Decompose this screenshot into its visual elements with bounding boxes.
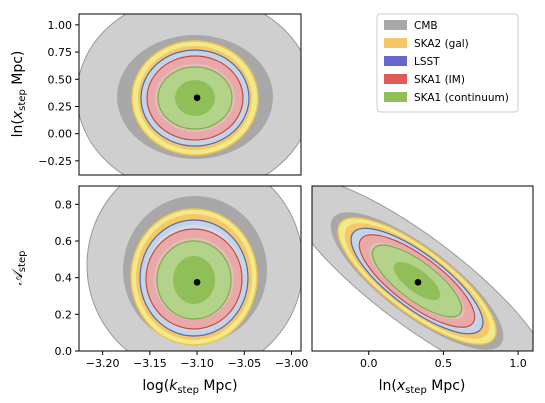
y-tick-label: 0.50 <box>48 73 73 86</box>
fiducial-point-bottom-right <box>414 278 422 286</box>
y-axis-label-top-left: ln(xstep Mpc) <box>10 51 28 138</box>
y-tick-label: 0.2 <box>55 308 73 321</box>
y-axis-ticks-bottom-left: 0.0 0.2 0.4 0.6 0.8 <box>55 198 79 358</box>
panel-bottom-right: 0.0 0.5 1.0 ln(xstep Mpc) <box>311 185 534 396</box>
y-axis-label-bottom-left: 𝒜step <box>10 251 28 286</box>
legend-swatch <box>384 74 407 84</box>
fiducial-point-top-left <box>193 94 201 102</box>
legend-swatch <box>384 38 407 48</box>
x-tick-label: −3.00 <box>275 357 309 370</box>
axes-frame-top-left <box>78 13 302 176</box>
legend-label: SKA1 (continuum) <box>414 92 509 104</box>
y-tick-label: 1.00 <box>48 19 73 32</box>
x-tick-label: −3.20 <box>86 357 120 370</box>
ska1-cont-inner <box>173 256 215 304</box>
y-tick-label: 0.4 <box>55 272 73 285</box>
axes-frame-bottom-left <box>78 185 302 352</box>
x-tick-label: −3.05 <box>227 357 261 370</box>
contours-bottom-left <box>86 186 301 351</box>
legend: CMB SKA2 (gal) LSST SKA1 (IM) SKA1 (continuu… <box>376 13 519 113</box>
legend-swatch <box>384 92 407 102</box>
legend-box <box>376 13 519 113</box>
y-tick-label: 0.25 <box>48 100 73 113</box>
x-tick-label: 1.0 <box>509 357 527 370</box>
panel-top-left: −0.25 0.00 0.25 0.50 0.75 1.00 ln(xstep Mpc) <box>10 13 302 176</box>
y-tick-label: 0.0 <box>55 345 73 358</box>
ska1-continuum-contour <box>156 240 232 320</box>
y-tick-label: 0.00 <box>48 128 73 141</box>
y-tick-label: 0.8 <box>55 198 73 211</box>
y-tick-label: −0.25 <box>38 155 72 168</box>
legend-label: SKA1 (IM) <box>414 74 465 86</box>
panel-bottom-left: −3.20 −3.15 −3.10 −3.05 −3.00 0.00.20.40.60.… <box>10 185 309 396</box>
legend-items: CMB SKA2 (gal) LSST SKA1 (IM) SKA1 (continuu… <box>384 20 509 104</box>
x-tick-label: −3.15 <box>133 357 167 370</box>
axes-frame-bottom-right <box>311 185 534 352</box>
x-axis-label-bottom-right: ln(xstep Mpc) <box>379 378 466 396</box>
x-tick-label: −3.10 <box>180 357 214 370</box>
x-tick-label: 0.0 <box>360 357 378 370</box>
y-axis-ticks-top-left: −0.25 0.00 0.25 0.50 0.75 1.00 <box>38 19 79 168</box>
legend-swatch <box>384 20 407 30</box>
fiducial-point-bottom-left <box>193 278 201 286</box>
legend-label: LSST <box>414 56 440 68</box>
legend-swatch <box>384 56 407 66</box>
x-axis-ticks-bottom-right: 0.0 0.5 1.0 <box>360 351 527 370</box>
legend-label: SKA2 (gal) <box>414 38 469 50</box>
x-tick-label: 0.5 <box>435 357 453 370</box>
x-axis-ticks-bottom-left: −3.20 −3.15 −3.10 −3.05 −3.00 <box>86 351 309 370</box>
legend-label: CMB <box>414 20 438 32</box>
y-tick-label: 0.6 <box>55 235 73 248</box>
y-tick-label: 0.75 <box>48 46 73 59</box>
x-axis-label-bottom-left: log(kstep Mpc) <box>142 378 237 396</box>
